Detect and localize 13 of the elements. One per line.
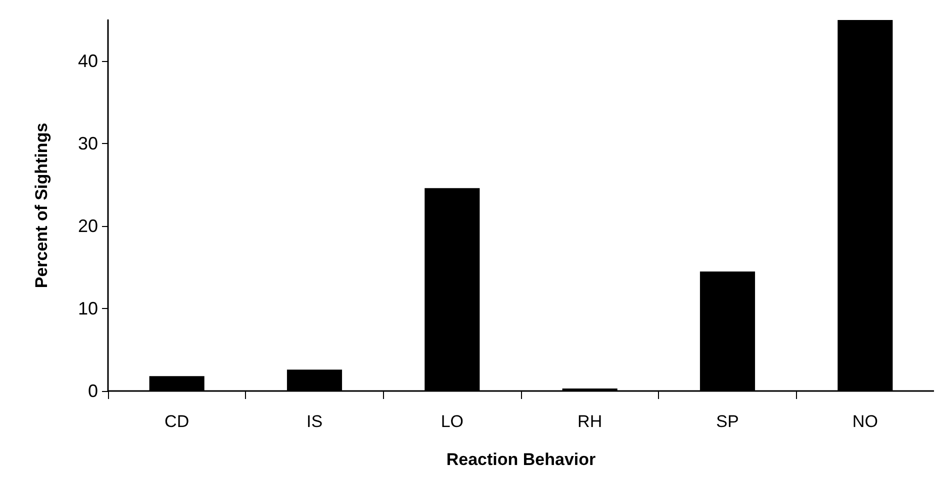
x-tick-label: LO [440, 412, 464, 431]
x-tick-label: IS [306, 412, 323, 431]
x-tick-label: RH [578, 412, 602, 431]
y-tick-label: 30 [78, 134, 98, 154]
y-tick-label: 0 [88, 381, 98, 401]
y-tick-label: 10 [78, 298, 98, 319]
x-tick-label: SP [716, 412, 739, 431]
x-tick-label: NO [852, 412, 878, 431]
x-axis-title: Reaction Behavior [446, 450, 596, 469]
x-tick-label: CD [164, 412, 190, 431]
y-tick-label: 20 [78, 216, 98, 236]
y-axis-title: Percent of Sightings [32, 122, 51, 288]
y-tick-label: 40 [78, 51, 98, 72]
